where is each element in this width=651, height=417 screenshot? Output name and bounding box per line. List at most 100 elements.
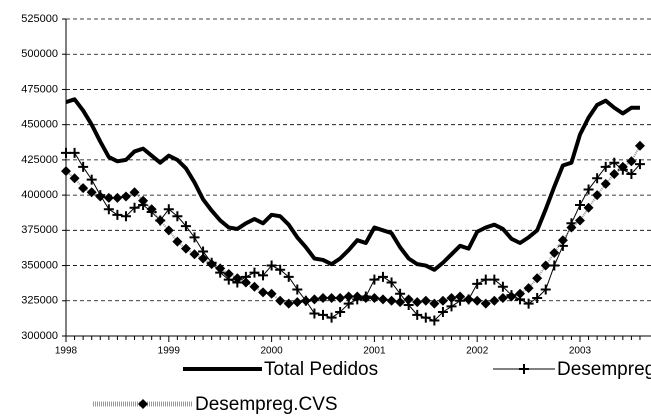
series <box>65 97 640 272</box>
marker <box>437 295 448 306</box>
marker <box>523 283 534 294</box>
y-tick-label: 450000 <box>21 119 58 131</box>
marker <box>249 281 260 292</box>
marker <box>437 307 448 318</box>
marker <box>138 399 148 409</box>
marker <box>446 292 457 303</box>
marker <box>120 191 131 202</box>
marker <box>515 288 526 299</box>
marker <box>609 157 620 168</box>
marker <box>95 191 106 202</box>
marker <box>540 284 551 295</box>
marker <box>343 291 354 302</box>
marker <box>403 294 414 305</box>
marker <box>532 292 543 303</box>
marker <box>429 298 440 309</box>
marker <box>249 267 260 278</box>
x-tick-label: 2000 <box>260 346 283 357</box>
marker <box>592 190 603 201</box>
x-tick-label: 2002 <box>466 346 489 357</box>
marker <box>600 161 611 172</box>
marker <box>309 308 320 319</box>
marker <box>129 202 140 213</box>
marker <box>266 288 277 299</box>
marker <box>86 187 97 198</box>
marker <box>275 264 286 275</box>
marker <box>352 291 363 302</box>
marker <box>112 192 123 203</box>
marker <box>583 184 594 195</box>
marker <box>634 140 645 151</box>
marker <box>540 260 551 271</box>
marker <box>258 287 269 298</box>
marker <box>283 298 294 309</box>
series-line <box>65 97 640 272</box>
marker <box>626 156 637 167</box>
marker <box>103 192 114 203</box>
marker <box>232 273 243 284</box>
marker <box>215 263 226 274</box>
marker <box>266 260 277 271</box>
y-tick-label: 375000 <box>21 224 58 236</box>
marker <box>138 195 149 206</box>
marker <box>223 269 234 280</box>
marker <box>395 288 406 299</box>
marker <box>519 364 529 374</box>
marker <box>172 236 183 247</box>
marker <box>412 297 423 308</box>
marker <box>549 260 560 271</box>
marker <box>189 232 200 243</box>
legend-label: Desempregados <box>557 359 651 380</box>
marker <box>420 295 431 306</box>
marker <box>626 168 637 179</box>
marker <box>429 315 440 326</box>
y-tick-label: 475000 <box>21 83 58 95</box>
series-line <box>66 152 641 322</box>
marker <box>112 209 123 220</box>
x-tick-label: 2003 <box>569 346 592 357</box>
marker <box>386 277 397 288</box>
y-tick-label: 500000 <box>21 48 58 60</box>
marker <box>163 204 174 215</box>
marker <box>566 222 577 233</box>
marker <box>489 295 500 306</box>
marker <box>326 292 337 303</box>
marker <box>472 278 483 289</box>
marker <box>480 274 491 285</box>
marker <box>172 211 183 222</box>
marker <box>300 295 311 306</box>
marker <box>146 204 157 215</box>
marker <box>446 301 457 312</box>
marker <box>309 294 320 305</box>
legend-label: Desempreg.CVS <box>195 394 338 415</box>
marker <box>198 253 209 264</box>
marker <box>420 312 431 323</box>
marker <box>497 281 508 292</box>
marker <box>412 309 423 320</box>
marker <box>206 259 217 270</box>
marker <box>609 168 620 179</box>
y-tick-label: 400000 <box>21 189 58 201</box>
marker <box>258 270 269 281</box>
marker <box>292 297 303 308</box>
y-tick-label: 300000 <box>21 330 58 342</box>
marker <box>240 277 251 288</box>
marker <box>78 161 89 172</box>
y-tick-label: 325000 <box>21 295 58 307</box>
marker <box>369 292 380 303</box>
marker <box>69 147 80 158</box>
marker <box>283 271 294 282</box>
marker <box>617 161 628 172</box>
marker <box>523 298 534 309</box>
series-line <box>65 145 641 305</box>
marker <box>575 215 585 226</box>
marker <box>86 174 97 185</box>
marker <box>506 291 517 302</box>
y-tick-label: 525000 <box>21 13 58 25</box>
marker <box>326 312 337 323</box>
marker <box>180 243 191 254</box>
marker <box>634 159 645 170</box>
marker <box>472 295 483 306</box>
marker <box>575 199 585 210</box>
